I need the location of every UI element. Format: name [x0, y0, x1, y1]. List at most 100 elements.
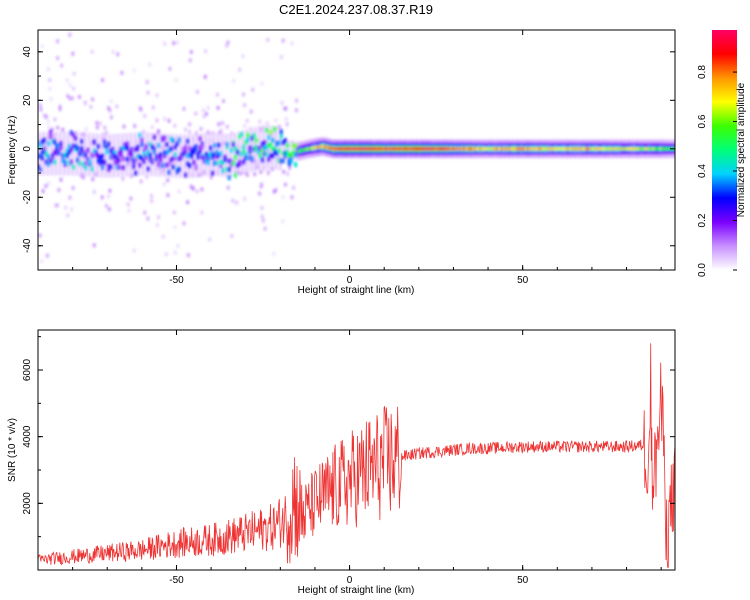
spectrogram-blob-cell [163, 150, 167, 156]
spectrogram-ridge-cell [380, 147, 383, 151]
spectrogram-noise-cell [48, 78, 52, 83]
spectrogram-blob-cell [260, 141, 265, 147]
spectrogram-noise-cell [172, 41, 176, 46]
spectrogram-blob-cell [246, 132, 250, 138]
spectrogram-blob-cell [217, 152, 221, 158]
spectrogram-blob-cell [119, 146, 123, 152]
spectrogram-noise-cell [58, 104, 62, 109]
spectrogram-ridge-cell [668, 147, 670, 151]
spectrogram-ridge-cell [465, 147, 468, 151]
spectrogram-ridge-cell [404, 147, 407, 151]
spectrogram-blob-cell [194, 144, 198, 150]
spectrogram-blob-cell [206, 160, 211, 166]
spectrogram-ridge-cell [333, 147, 336, 151]
spectrogram-ridge-cell [427, 147, 430, 151]
y-tick-label: 6000 [22, 358, 33, 381]
spectrogram-noise-cell [54, 203, 58, 208]
spectrogram-ridge-cell [541, 147, 544, 151]
spectrogram-blob-cell [233, 172, 238, 178]
spectrogram-blob-cell [175, 169, 179, 175]
spectrogram-noise-cell [48, 86, 52, 91]
spectrogram-noise-cell [101, 131, 105, 136]
spectrogram-noise-cell [174, 78, 178, 83]
spectrogram-blob-cell [46, 141, 51, 147]
spectrogram-blob-cell [235, 162, 240, 168]
spectrogram-ridge-cell [389, 147, 392, 151]
spectrogram-noise-cell [177, 189, 181, 194]
spectrogram-blob-cell [264, 151, 269, 157]
spectrogram-blob-cell [71, 143, 76, 149]
spectrogram-blob-cell [204, 151, 208, 157]
spectrogram-blob-cell [277, 148, 281, 154]
spectrogram-blob-cell [144, 154, 148, 160]
spectrogram-ridge-cell [332, 147, 335, 151]
x-tick-label: 0 [347, 275, 353, 286]
spectrogram-noise-cell [109, 115, 113, 120]
spectrogram-ridge-cell [512, 147, 515, 151]
spectrogram-blob-cell [38, 167, 42, 173]
spectrogram-blob-cell [196, 154, 200, 160]
spectrogram-ridge-cell [335, 147, 338, 151]
spectrogram-noise-cell [156, 132, 160, 137]
spectrogram-blob-cell [242, 159, 246, 165]
spectrogram-blob-cell [200, 154, 204, 160]
spectrogram-blob-cell [179, 153, 184, 159]
spectrogram-noise-cell [186, 200, 190, 205]
spectrogram-noise-cell [143, 210, 147, 215]
spectrogram-ridge-cell [479, 147, 482, 151]
spectrogram-noise-cell [173, 250, 177, 255]
spectrogram-blob-cell [262, 145, 267, 151]
spectrogram-noise-cell [83, 100, 87, 105]
spectrogram-blob-cell [192, 159, 196, 165]
spectrogram-noise-cell [295, 98, 299, 103]
spectrogram-ridge-cell [299, 149, 302, 153]
spectrogram-noise-cell [106, 106, 110, 111]
spectrogram-blob-cell [173, 144, 177, 150]
spectrogram-noise-cell [146, 216, 150, 221]
spectrogram-blob-cell [173, 152, 177, 158]
spectrogram-ridge-cell [354, 147, 357, 151]
spectrogram-blob-cell [219, 159, 223, 165]
spectrogram-noise-cell [98, 121, 102, 126]
spectrogram-ridge-cell [482, 147, 485, 151]
spectrogram-halo-cell [166, 133, 170, 178]
spectrogram-ridge-cell [379, 147, 381, 151]
spectrogram-noise-cell [145, 80, 149, 85]
spectrogram-ridge-cell [398, 147, 400, 151]
spectrogram-blob-cell [156, 161, 161, 167]
spectrogram-ridge-cell [619, 147, 622, 151]
spectrogram-blob-cell [294, 143, 298, 149]
spectrogram-ridge-cell [365, 147, 367, 151]
spectrogram-noise-cell [163, 41, 167, 46]
spectrogram-noise-cell [95, 125, 99, 130]
spectrogram-blob-cell [150, 144, 154, 150]
spectrogram-noise-cell [243, 196, 247, 201]
spectrogram-blob-cell [167, 148, 171, 154]
spectrogram-blob-cell [46, 154, 51, 160]
spectrogram-noise-cell [172, 210, 176, 215]
spectrogram-noise-cell [107, 194, 111, 199]
spectrogram-ridge-cell [308, 147, 310, 151]
colorbar-tick-label: 0.0 [697, 263, 708, 277]
spectrogram-ridge-cell [339, 147, 341, 151]
spectrogram-noise-cell [163, 116, 167, 121]
spectrogram-ridge-cell [515, 147, 518, 151]
spectrogram-noise-cell [57, 188, 61, 193]
spectrogram-blob-cell [229, 162, 233, 168]
spectrogram-ridge-cell [489, 147, 492, 151]
spectrogram-noise-cell [141, 129, 145, 134]
spectrogram-blob-cell [94, 152, 98, 158]
spectrogram-blob-cell [40, 139, 44, 145]
spectrogram-blob-cell [177, 156, 181, 162]
spectrogram-noise-cell [65, 78, 69, 83]
spectrogram-noise-cell [55, 203, 59, 208]
spectrogram-y-label: Frequency (Hz) [7, 116, 18, 185]
spectrogram-blob-cell [163, 135, 167, 141]
spectrogram-blob-cell [165, 150, 169, 156]
spectrogram-blob-cell [78, 151, 82, 157]
spectrogram-ridge-cell [413, 147, 416, 151]
spectrogram-blob-cell [223, 157, 227, 163]
spectrogram-ridge-cell [453, 147, 456, 151]
spectrogram-ridge-cell [424, 147, 426, 151]
spectrogram-blob-cell [221, 160, 225, 166]
